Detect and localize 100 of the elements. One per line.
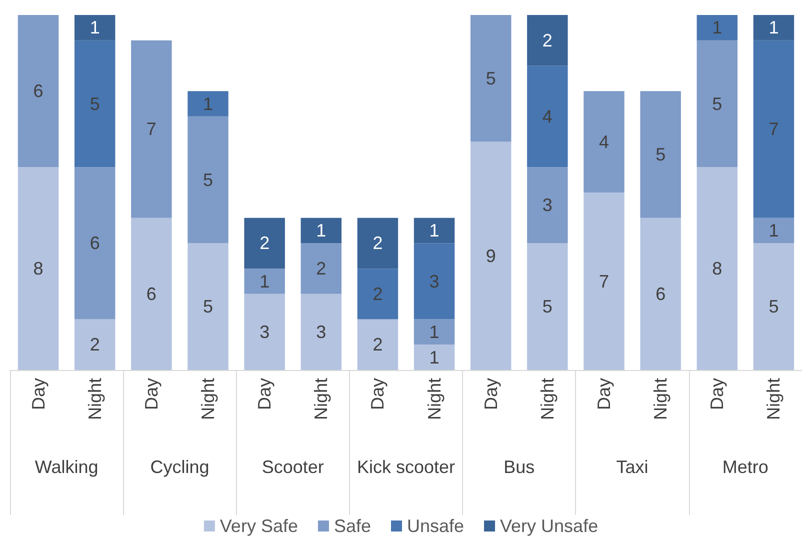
bar [357, 268, 398, 320]
x-tick-label: Day [594, 378, 614, 410]
data-label: 6 [146, 284, 156, 304]
bar [640, 91, 681, 218]
data-label: 2 [90, 334, 100, 355]
x-tick-label: Night [198, 378, 218, 420]
x-tick-label: Night [650, 378, 671, 420]
bar [753, 243, 794, 370]
x-tick-label: Day [28, 378, 48, 410]
bar [131, 40, 172, 218]
bar [300, 243, 342, 294]
bar [131, 218, 172, 370]
bar [470, 142, 512, 370]
bar [527, 243, 568, 370]
bar [357, 319, 398, 370]
text: Taxi [616, 457, 648, 477]
data-label: 9 [486, 246, 496, 266]
legend-label: Safe [334, 516, 371, 536]
x-tick-label: Night [537, 378, 558, 420]
bar [584, 192, 624, 370]
data-label: 6 [656, 284, 666, 304]
bar [696, 167, 738, 370]
text: Cycling [150, 457, 210, 477]
bar [753, 218, 794, 244]
data-label: 1 [90, 18, 100, 38]
bar [414, 344, 455, 370]
x-tick-label: Day [480, 378, 501, 410]
x-tick-label: Day [254, 378, 275, 410]
data-label: 1 [768, 220, 779, 241]
bar [414, 243, 455, 320]
data-label: 1 [429, 322, 440, 342]
bar [470, 15, 512, 142]
x-tick-label: Day [141, 378, 162, 410]
x-tick-label: Night [424, 378, 444, 420]
data-label: 2 [372, 284, 383, 304]
data-label: 4 [542, 106, 552, 126]
bar [244, 268, 285, 294]
data-label: 8 [33, 258, 44, 279]
data-label: 2 [542, 30, 552, 50]
bar [244, 294, 285, 370]
bar [74, 319, 116, 370]
bar [188, 116, 228, 244]
data-label: 1 [202, 94, 214, 114]
data-label: 1 [316, 220, 326, 241]
data-label: 5 [202, 296, 214, 317]
bar [527, 66, 568, 168]
x-tick-label: Night [311, 378, 332, 420]
data-label: 5 [712, 94, 722, 114]
bar [74, 167, 116, 320]
bar [640, 218, 681, 370]
bar [74, 40, 116, 168]
text: Metro [722, 457, 768, 477]
data-label: 7 [768, 119, 779, 140]
data-label: 1 [429, 220, 440, 241]
x-tick-label: Day [707, 378, 728, 410]
data-label: 3 [429, 271, 440, 292]
bar [188, 243, 228, 370]
text: Bus [504, 457, 535, 477]
data-label: 6 [33, 81, 44, 102]
data-label: 3 [542, 195, 552, 216]
bar [18, 15, 59, 168]
data-label: 8 [712, 258, 722, 279]
bar [753, 15, 794, 40]
data-label: 5 [486, 68, 496, 88]
bar [357, 218, 398, 269]
bar [300, 294, 342, 370]
bar [18, 167, 59, 370]
bar [74, 15, 116, 40]
bar [753, 40, 794, 218]
bar [414, 218, 455, 244]
data-label: 6 [90, 233, 100, 254]
data-label: 2 [316, 258, 326, 279]
data-label: 1 [260, 271, 270, 292]
data-label: 5 [542, 296, 552, 317]
bar [244, 218, 285, 269]
text: Scooter [262, 457, 324, 477]
bar [188, 91, 228, 116]
bar [300, 218, 342, 244]
text: Kick scooter [356, 457, 456, 477]
bar [696, 40, 738, 168]
data-label: 1 [768, 18, 779, 38]
bar [414, 319, 455, 345]
text: Walking [34, 457, 98, 477]
legend-label: Very Unsafe [500, 516, 598, 536]
data-label: 1 [712, 18, 722, 38]
data-label: 5 [90, 94, 100, 114]
data-label: 3 [260, 322, 270, 342]
data-label: 2 [372, 334, 383, 355]
bar [527, 15, 568, 66]
data-label: 7 [146, 119, 156, 140]
x-tick-label: Day [368, 378, 388, 410]
data-label: 2 [260, 233, 270, 254]
data-label: 5 [656, 144, 666, 164]
x-tick-label: Night [84, 378, 105, 420]
data-label: 7 [598, 271, 610, 292]
bar [696, 15, 738, 40]
data-label: 5 [202, 170, 214, 190]
bar [527, 167, 568, 244]
x-tick-label: Night [764, 378, 784, 420]
data-label: 2 [372, 233, 383, 254]
